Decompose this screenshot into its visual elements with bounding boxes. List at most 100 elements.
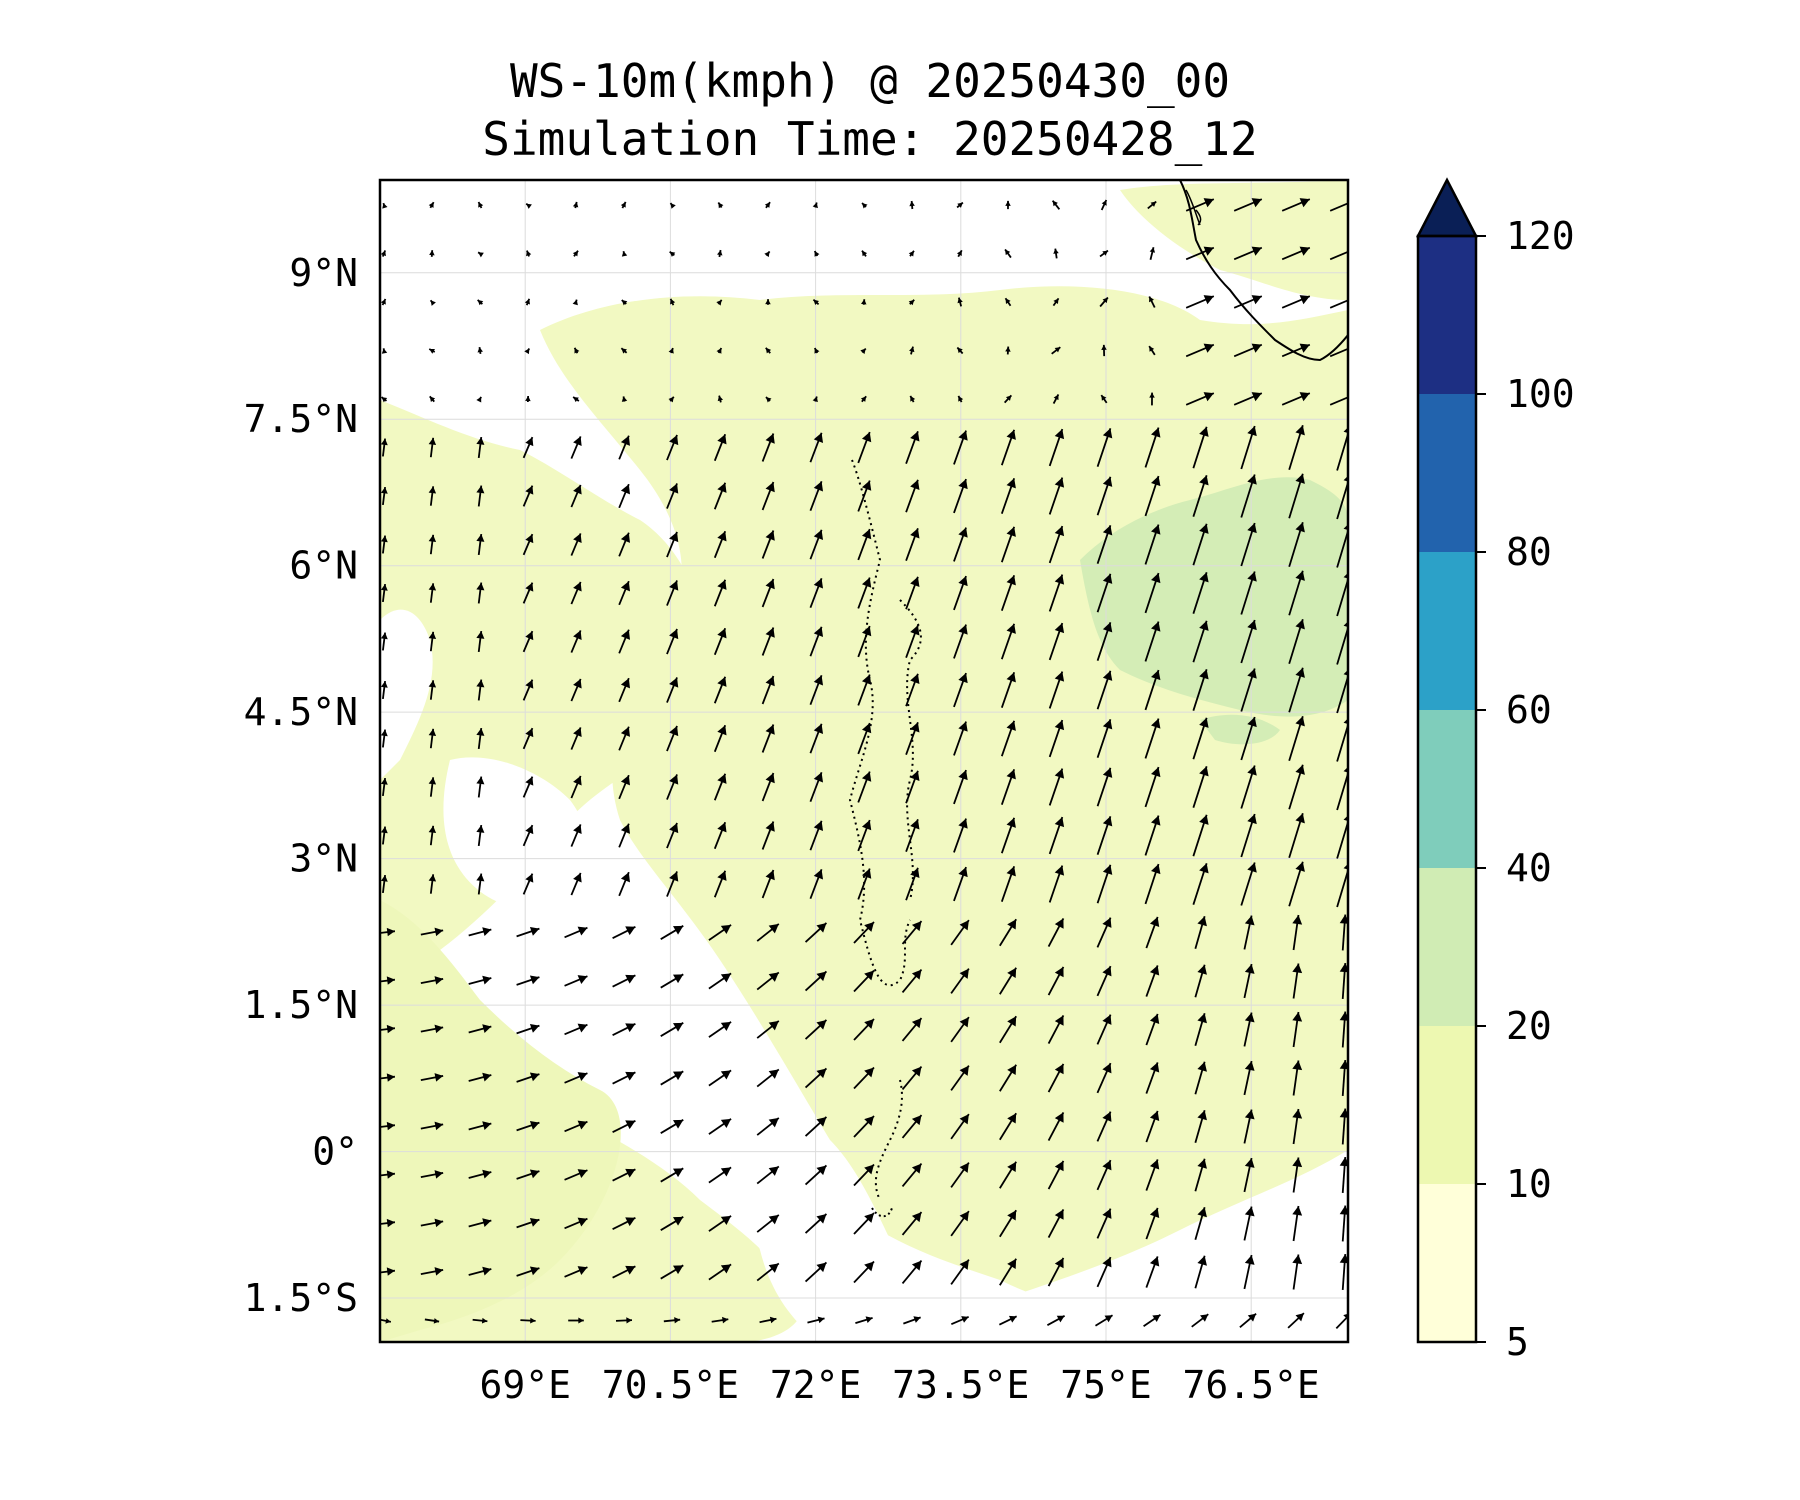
wind-arrow — [953, 672, 968, 708]
wind-arrow — [477, 346, 483, 355]
wind-arrow — [516, 975, 540, 986]
wind-arrow — [1194, 915, 1207, 950]
wind-arrow — [476, 824, 485, 847]
maldives-islands-outline — [848, 459, 911, 987]
wind-arrow — [1233, 295, 1263, 309]
wind-arrow — [618, 677, 630, 703]
wind-arrow — [1005, 200, 1011, 210]
wind-arrow — [1292, 914, 1303, 951]
colorbar-tick-label: 120 — [1506, 214, 1575, 258]
wind-arrow — [1047, 1112, 1065, 1141]
wind-arrow — [1051, 346, 1061, 355]
wind-arrow — [618, 629, 630, 654]
wind-arrow — [853, 1018, 875, 1041]
lon-tick-label: 72°E — [770, 1363, 862, 1407]
wind-arrow — [1288, 425, 1305, 470]
wind-arrow — [1243, 1109, 1255, 1144]
wind-arrow — [1144, 863, 1161, 905]
calm-patch-west — [380, 609, 433, 780]
wind-arrow — [1000, 526, 1016, 563]
wind-arrow — [1292, 1108, 1303, 1145]
wind-arrow — [853, 1212, 875, 1235]
wind-arrow — [570, 678, 582, 702]
wind-arrow — [525, 395, 531, 403]
wind-arrow — [1053, 248, 1059, 259]
india-coastline — [1179, 180, 1348, 362]
lat-tick-label: 1.5°S — [244, 1276, 358, 1320]
wind-arrow — [429, 299, 436, 306]
wind-arrow — [761, 724, 775, 753]
wind-arrow — [425, 1367, 439, 1372]
wind-arrow — [905, 624, 920, 659]
wind-arrow — [660, 1022, 684, 1037]
wind-arrow — [953, 430, 968, 465]
wind-arrow — [1000, 623, 1016, 660]
wind-arrow — [1048, 622, 1065, 661]
wind-arrow — [420, 1267, 444, 1276]
wind-arrow — [857, 722, 872, 755]
wind-arrow — [857, 625, 872, 658]
wind-arrow — [618, 435, 630, 460]
wind-arrow — [1339, 1253, 1348, 1291]
wind-arrow — [853, 921, 875, 944]
wind-arrow — [953, 866, 968, 902]
wind-arrow — [428, 680, 437, 700]
wind-arrow — [476, 727, 485, 750]
wind-arrow — [1096, 965, 1112, 997]
wind-arrow — [1288, 764, 1305, 810]
wind-arrow — [1292, 1157, 1303, 1193]
wind-arrow — [1194, 1158, 1207, 1192]
wind-arrow — [420, 1170, 444, 1179]
wind-arrow — [1099, 249, 1109, 258]
wind-arrow — [713, 870, 727, 898]
wind-arrow — [428, 437, 437, 458]
wind-arrow — [1149, 247, 1156, 260]
wind-arrow — [1336, 1361, 1351, 1377]
lat-tick-label: 6°N — [289, 544, 358, 588]
wind-arrow — [570, 484, 582, 508]
wind-arrow — [761, 578, 775, 608]
wind-arrow — [570, 824, 582, 847]
wind-arrow — [516, 1169, 540, 1180]
wind-arrow — [1239, 1312, 1257, 1329]
wind-arrow — [476, 582, 485, 604]
colorbar-segment — [1418, 710, 1476, 868]
wind-arrow — [621, 396, 628, 402]
wind-arrow — [953, 575, 968, 611]
wind-arrow — [804, 1164, 828, 1186]
wind-arrow — [905, 867, 920, 901]
map-title: WS-10m(kmph) @ 20250430_00 — [509, 54, 1231, 108]
wind-arrow — [1185, 246, 1215, 261]
wind-arrow — [1003, 394, 1013, 404]
wind-arrow — [1240, 668, 1257, 712]
wind-arrow — [905, 479, 920, 513]
wind-arrow — [953, 527, 968, 562]
wind-arrow — [669, 250, 676, 257]
wind-arrow — [522, 582, 534, 604]
wind-arrow — [1047, 1257, 1065, 1287]
wind-arrow — [380, 250, 387, 257]
wind-arrow — [1292, 963, 1303, 999]
wind-arrow — [860, 347, 867, 355]
wind-arrow — [420, 927, 444, 937]
wind-arrow — [612, 1022, 636, 1037]
wind-arrow — [708, 1166, 732, 1184]
wind-arrow — [950, 1065, 970, 1091]
wind-arrow — [420, 976, 444, 985]
wind-arrow — [526, 250, 532, 257]
shade-10-20-southwest — [380, 900, 621, 1342]
wind-arrow — [420, 1024, 444, 1034]
wind-arrow — [564, 1023, 588, 1036]
wind-arrow — [809, 577, 824, 609]
wind-arrow — [804, 1116, 828, 1137]
wind-arrow — [666, 434, 679, 461]
wind-arrow — [1148, 296, 1156, 308]
wind-arrow — [468, 1218, 492, 1228]
wind-arrow — [1233, 392, 1263, 406]
wind-arrow — [953, 721, 968, 756]
colorbar-tick-label: 60 — [1506, 688, 1552, 732]
wind-arrow — [901, 1211, 923, 1236]
wind-arrow — [1000, 769, 1016, 805]
wind-arrow — [1292, 1254, 1303, 1290]
wind-arrow — [1000, 575, 1016, 611]
